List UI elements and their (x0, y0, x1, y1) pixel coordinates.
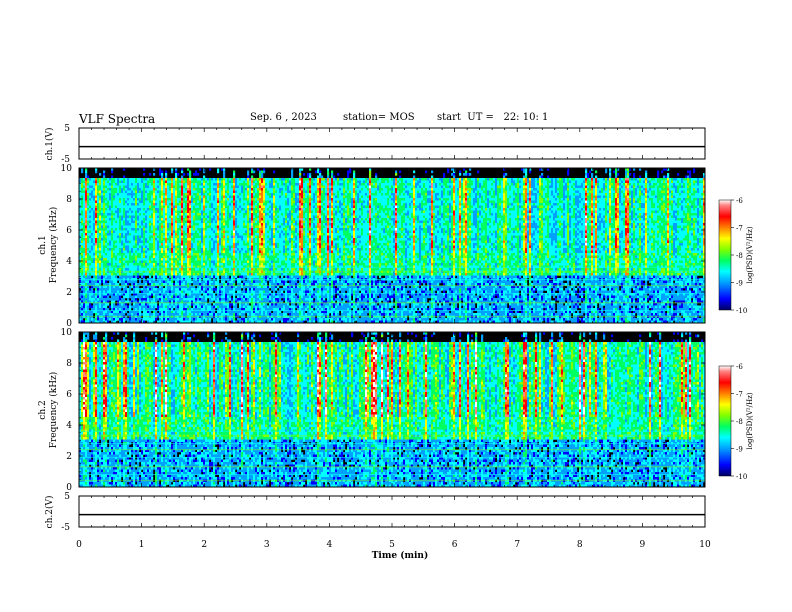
colorbar-tick-label: -10 (736, 307, 747, 315)
ch1-colorbar-label: log(PSD)(V²/Hz) (746, 226, 754, 283)
ch1-spectrogram-ylabel-channel: ch.1 (38, 235, 48, 254)
y-tick-label: 2 (66, 288, 72, 298)
x-tick-label: 3 (264, 540, 270, 550)
ch1-waveform-panel: 5 -5 ch.1(V) (44, 124, 705, 165)
ch1-waveform-ylabel: ch.1(V) (44, 128, 55, 161)
ch2-colorbar-label: log(PSD)(V²/Hz) (746, 392, 754, 449)
time-axis-tick-labels: 0 1 2 3 4 5 6 7 8 9 10 (76, 540, 711, 550)
y-tick-label: 6 (66, 226, 72, 236)
x-tick-label: 1 (139, 540, 145, 550)
y-tick-label: 10 (61, 328, 73, 338)
ch2-spectrogram-ylabel-channel: ch.2 (38, 400, 48, 419)
x-tick-label: 5 (389, 540, 395, 550)
ch1-spectrogram-image (79, 168, 705, 323)
colorbar-tick-label: -8 (736, 418, 743, 426)
y-tick-label: 10 (61, 164, 73, 174)
y-tick-label: 4 (66, 257, 72, 267)
ch2-ytick-top: 5 (64, 492, 70, 502)
ch2-spectrogram-image (79, 332, 705, 487)
ch2-waveform-ylabel: ch.2(V) (44, 496, 55, 529)
ch1-colorbar (719, 200, 731, 310)
y-tick-label: 2 (66, 452, 72, 462)
y-tick-label: 4 (66, 421, 72, 431)
x-tick-label: 4 (327, 540, 333, 550)
vlf-figure: 5 -5 ch.1(V) 0 2 4 6 8 10 ch.1 Frequency (kHz… (0, 0, 792, 612)
ch1-waveform-frame (79, 128, 705, 159)
x-tick-label: 10 (699, 540, 711, 550)
ch1-ytick-top: 5 (64, 124, 70, 134)
colorbar-tick-label: -9 (736, 446, 743, 454)
x-tick-label: 2 (201, 540, 207, 550)
y-tick-label: 8 (66, 195, 72, 205)
colorbar-tick-label: -6 (736, 197, 743, 205)
ch1-spectrogram-ylabel-frequency: Frequency (kHz) (48, 207, 59, 284)
x-tick-label: 8 (577, 540, 583, 550)
x-tick-label: 9 (640, 540, 646, 550)
x-tick-label: 0 (76, 540, 82, 550)
ch2-waveform-panel: 5 -5 ch.2(V) (44, 492, 705, 533)
colorbar-tick-label: -6 (736, 363, 743, 371)
colorbar-tick-label: -7 (736, 391, 743, 399)
ch2-ytick-bottom: -5 (61, 523, 70, 533)
ch2-colorbar (719, 366, 731, 476)
x-tick-label: 7 (514, 540, 520, 550)
y-tick-label: 6 (66, 390, 72, 400)
time-axis-label: Time (min) (372, 550, 429, 561)
x-tick-label: 6 (452, 540, 458, 550)
y-tick-label: 8 (66, 359, 72, 369)
ch2-waveform-frame (79, 496, 705, 527)
colorbar-tick-label: -7 (736, 225, 743, 233)
colorbar-tick-label: -8 (736, 252, 743, 260)
colorbar-tick-label: -10 (736, 473, 747, 481)
ch2-spectrogram-ylabel-frequency: Frequency (kHz) (48, 372, 59, 449)
colorbar-tick-label: -9 (736, 280, 743, 288)
